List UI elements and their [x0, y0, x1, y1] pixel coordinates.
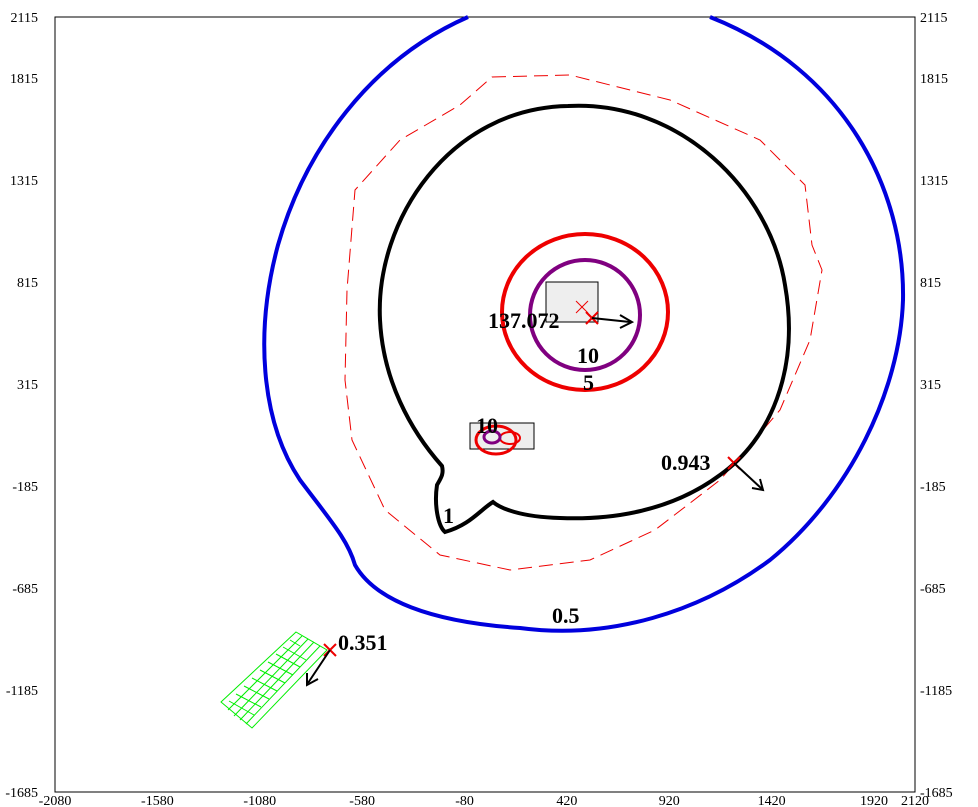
y-axis-left-labels: 2115 1815 1315 815 315 -185 -685 -1185 -1685 [5, 11, 38, 801]
contour-10 [528, 258, 642, 372]
x-tick-label: -1580 [141, 794, 174, 807]
contour-label-10-small: 10 [476, 413, 498, 438]
receptor-max [585, 311, 635, 329]
contour-0.5 [262, 15, 906, 633]
y-tick-label-left: 2115 [11, 11, 38, 26]
y-tick-label-left: -1685 [5, 786, 38, 801]
contour-label-5: 5 [583, 370, 594, 395]
y-tick-label-left: 315 [17, 378, 38, 393]
contour-10-small [482, 429, 502, 445]
receptor-label-0.943: 0.943 [661, 450, 711, 475]
y-tick-label-right: -185 [920, 480, 946, 495]
x-tick-label: -580 [349, 794, 375, 807]
x-tick-label: 420 [556, 794, 577, 807]
x-tick-label: -80 [455, 794, 474, 807]
y-tick-label-right: 2115 [920, 11, 947, 26]
x-tick-label: 1420 [758, 794, 786, 807]
y-tick-label-right: 815 [920, 276, 941, 291]
contour-dashed [344, 74, 823, 571]
y-tick-label-left: -1185 [6, 684, 38, 699]
area-source [220, 631, 328, 729]
contour-1 [377, 103, 791, 535]
y-tick-label-right: -1185 [920, 684, 952, 699]
receptor-0.351 [306, 643, 337, 687]
x-tick-label: -1080 [243, 794, 276, 807]
contour-label-10: 10 [577, 343, 599, 368]
plot-frame [54, 16, 916, 793]
x-axis-labels: -2080 -1580 -1080 -580 -80 420 920 1420 1920 2120 [39, 794, 929, 807]
y-tick-label-right: -685 [920, 582, 946, 597]
y-axis-right-labels: 2115 1815 1315 815 315 -185 -685 -1185 -1685 [920, 11, 953, 801]
contour-label-0.5: 0.5 [552, 603, 580, 628]
y-tick-label-right: 1315 [920, 174, 948, 189]
contour-5 [500, 232, 670, 392]
x-tick-label: 1920 [860, 794, 888, 807]
y-tick-label-left: 1315 [10, 174, 38, 189]
y-tick-label-left: 1815 [10, 72, 38, 87]
y-tick-label-left: -185 [12, 480, 38, 495]
receptor-label-max: 137.072 [488, 308, 560, 333]
y-tick-label-left: -685 [12, 582, 38, 597]
y-tick-label-right: 315 [920, 378, 941, 393]
x-tick-label: 920 [659, 794, 680, 807]
receptor-0.943 [727, 456, 765, 492]
x-tick-label: 2120 [901, 794, 929, 807]
source-x-marker-2 [575, 300, 589, 314]
y-tick-label-right: -1685 [920, 786, 953, 801]
y-tick-label-left: 815 [17, 276, 38, 291]
contour-5-small [474, 424, 518, 456]
x-tick-label: -2080 [39, 794, 72, 807]
y-tick-label-right: 1815 [920, 72, 948, 87]
receptor-label-0.351: 0.351 [338, 630, 388, 655]
contour-label-1: 1 [443, 503, 454, 528]
